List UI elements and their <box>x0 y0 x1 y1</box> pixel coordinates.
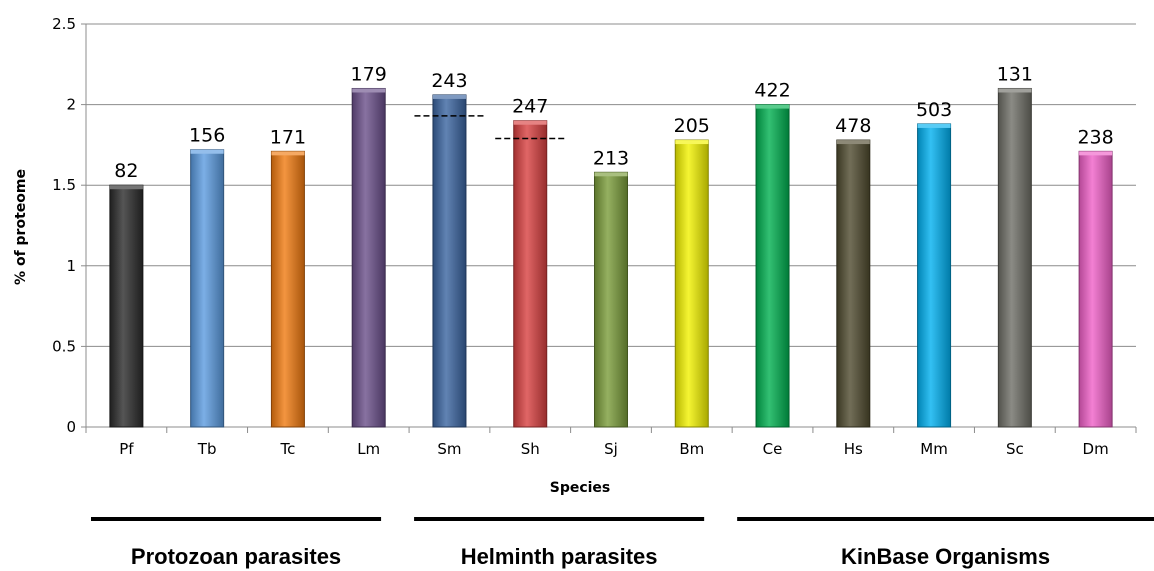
bar-tc <box>270 150 305 428</box>
x-tick-label-tc: Tc <box>279 440 295 458</box>
bar-tb <box>190 149 225 428</box>
data-label-hs: 478 <box>835 115 871 137</box>
bar-mm <box>917 123 952 428</box>
bar-cap-dm <box>1079 151 1113 156</box>
x-tick-label-hs: Hs <box>844 440 863 458</box>
y-tick-label: 0.5 <box>52 337 76 355</box>
species-groups: Protozoan parasites Helminth parasites Kin… <box>91 517 1154 569</box>
bar-hs <box>836 139 871 428</box>
bar-sh <box>513 120 548 428</box>
bar-cap-tc <box>271 151 305 156</box>
x-axis-title: Species <box>550 480 611 496</box>
bar-dm <box>1078 150 1113 428</box>
data-label-sc: 131 <box>997 63 1033 85</box>
y-tick-label: 2 <box>66 96 76 114</box>
data-label-bm: 205 <box>674 115 710 137</box>
x-tick-label-sj: Sj <box>604 440 618 458</box>
x-tick-label-sm: Sm <box>437 440 461 458</box>
bar-ce <box>755 104 790 428</box>
y-tick-label: 0 <box>66 418 76 436</box>
group-label-0: Protozoan parasites <box>131 544 341 569</box>
y-tick-label: 2.5 <box>52 15 76 33</box>
bar-sm <box>432 94 467 428</box>
x-tick-label-pf: Pf <box>119 440 134 458</box>
bar-cap-sh <box>513 120 547 125</box>
tick-labels: 0 0.5 1 1.5 2 2.5 Pf Tb Tc Lm Sm Sh Sj Bm Ce Hs Mm Sc Dm <box>52 15 1109 458</box>
y-axis-title: % of proteome <box>13 169 29 285</box>
x-tick-label-mm: Mm <box>920 440 948 458</box>
bar-cap-sc <box>998 88 1032 93</box>
data-label-sh: 247 <box>512 96 548 118</box>
x-tick-label-tb: Tb <box>197 440 217 458</box>
data-label-ce: 422 <box>754 80 790 102</box>
x-tick-label-lm: Lm <box>357 440 380 458</box>
bar-cap-hs <box>836 140 870 145</box>
bars <box>109 87 1113 428</box>
value-labels: 82 156 171 179 243 247 213 205 422 478 503 131 238 <box>114 63 1113 182</box>
y-tick-label: 1.5 <box>52 176 76 194</box>
bar-cap-sj <box>594 172 628 177</box>
bar-sj <box>594 171 628 428</box>
x-tick-label-bm: Bm <box>679 440 704 458</box>
bar-cap-tb <box>190 149 224 154</box>
bar-cap-ce <box>756 104 790 109</box>
data-label-sj: 213 <box>593 147 629 169</box>
x-tick-label-dm: Dm <box>1083 440 1109 458</box>
data-label-sm: 243 <box>431 70 467 92</box>
bar-cap-sm <box>432 94 466 99</box>
bar-cap-lm <box>352 88 386 93</box>
bar-pf <box>109 184 144 428</box>
reference-lines <box>414 115 566 140</box>
y-tick-label: 1 <box>66 257 76 275</box>
group-label-2: KinBase Organisms <box>841 544 1050 569</box>
data-label-tb: 156 <box>189 125 225 147</box>
bar-cap-pf <box>109 185 143 190</box>
bar-cap-bm <box>675 140 709 145</box>
bar-lm <box>351 87 386 428</box>
bar-sc <box>997 87 1032 428</box>
data-label-pf: 82 <box>114 160 138 182</box>
x-tick-label-sc: Sc <box>1006 440 1024 458</box>
data-label-mm: 503 <box>916 99 952 121</box>
group-label-1: Helminth parasites <box>461 544 658 569</box>
data-label-tc: 171 <box>270 126 306 148</box>
data-label-dm: 238 <box>1077 126 1113 148</box>
bar-bm <box>674 139 709 428</box>
x-tick-label-ce: Ce <box>763 440 783 458</box>
bar-cap-mm <box>917 123 951 128</box>
data-label-lm: 179 <box>351 63 387 85</box>
x-tick-label-sh: Sh <box>521 440 540 458</box>
